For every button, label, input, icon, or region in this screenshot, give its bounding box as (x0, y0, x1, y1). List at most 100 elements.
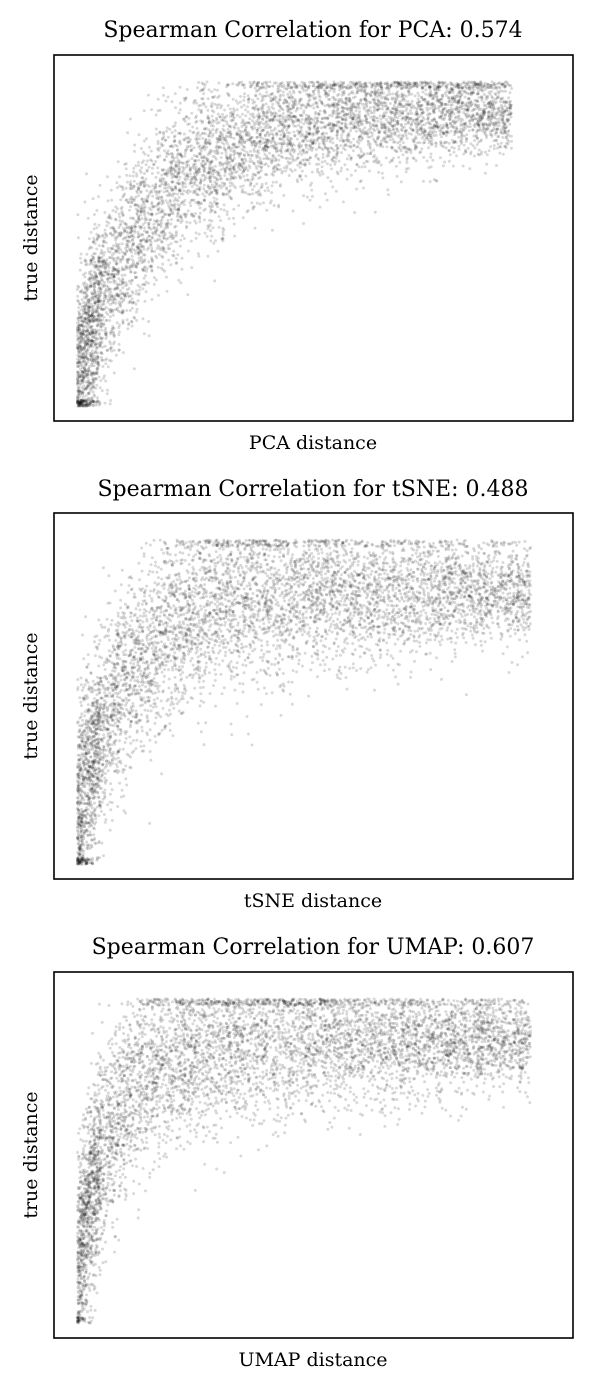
scatter-point (445, 109, 449, 113)
scatter-point (94, 386, 98, 390)
scatter-point (149, 158, 152, 162)
scatter-point (285, 166, 289, 170)
scatter-point (481, 112, 485, 116)
scatter-point (178, 139, 182, 143)
scatter-point (345, 168, 349, 171)
scatter-point (308, 132, 312, 136)
scatter-point (261, 94, 265, 98)
scatter-point (177, 164, 181, 168)
scatter-point (322, 140, 326, 144)
scatter-point (355, 162, 359, 166)
scatter-point (499, 89, 502, 93)
scatter-point (369, 115, 373, 119)
scatter-point (479, 107, 483, 111)
scatter-point (368, 122, 372, 126)
scatter-point (259, 160, 263, 164)
scatter-point (399, 128, 403, 132)
scatter-point (96, 363, 100, 367)
scatter-point (331, 185, 335, 189)
scatter-point (195, 134, 199, 138)
scatter-point (330, 129, 334, 133)
scatter-point (110, 198, 114, 202)
scatter-point (232, 177, 236, 180)
scatter-point (108, 302, 112, 306)
scatter-point (492, 139, 496, 143)
scatter-point (385, 135, 389, 139)
scatter-point (430, 138, 434, 142)
scatter-point (117, 212, 121, 216)
scatter-point (134, 289, 138, 293)
scatter-point (171, 125, 175, 129)
scatter-point (97, 313, 101, 317)
scatter-point (482, 127, 485, 131)
scatter-point (142, 332, 146, 336)
scatter-point (97, 195, 100, 199)
scatter-point (386, 126, 390, 130)
scatter-point (335, 136, 339, 140)
scatter-point (274, 131, 278, 135)
scatter-point (277, 203, 281, 207)
scatter-point (302, 222, 306, 225)
scatter-point (269, 96, 272, 100)
scatter-point (206, 254, 210, 258)
scatter-point (443, 106, 447, 110)
scatter-point (422, 141, 425, 145)
scatter-point (397, 93, 401, 97)
scatter-point (308, 198, 312, 202)
scatter-point (150, 298, 154, 301)
scatter-point (349, 141, 353, 144)
scatter-point (300, 117, 304, 121)
scatter-point (274, 142, 277, 146)
scatter-point (232, 136, 236, 140)
scatter-point (79, 256, 82, 260)
scatter-point (271, 180, 275, 184)
scatter-point (346, 136, 349, 140)
scatter-point (132, 315, 136, 319)
scatter-point (282, 101, 286, 105)
scatter-point (197, 81, 201, 84)
scatter-point (186, 293, 190, 297)
scatter-point (86, 385, 90, 389)
scatter-point (372, 111, 376, 115)
scatter-point (339, 144, 343, 148)
scatter-point (223, 169, 227, 173)
scatter-point (218, 163, 222, 167)
scatter-point (480, 150, 484, 154)
scatter-point (266, 186, 270, 190)
scatter-point (232, 207, 236, 211)
scatter-point (360, 165, 364, 169)
scatter-point (177, 182, 181, 186)
scatter-point (463, 122, 467, 126)
scatter-point (250, 153, 253, 157)
scatter-point (76, 213, 80, 217)
scatter-point (172, 249, 176, 253)
scatter-point (86, 358, 90, 362)
scatter-point (446, 96, 450, 100)
scatter-point (76, 365, 79, 369)
scatter-point (92, 281, 96, 285)
scatter-point (341, 101, 344, 105)
scatter-point (103, 232, 107, 235)
scatter-point (109, 280, 113, 284)
scatter-point (162, 135, 166, 139)
scatter-point (223, 119, 226, 123)
scatter-point (96, 396, 100, 400)
scatter-point (397, 103, 401, 106)
scatter-point (246, 153, 250, 157)
scatter-point (125, 242, 128, 246)
scatter-point (224, 168, 228, 172)
scatter-point (145, 236, 149, 240)
scatter-point (178, 108, 182, 112)
scatter-point (252, 205, 256, 209)
scatter-point (315, 162, 319, 166)
scatter-point (240, 83, 244, 87)
scatter-point (152, 276, 156, 280)
scatter-point (148, 206, 151, 210)
scatter-point (137, 194, 141, 198)
scatter-point (390, 84, 393, 88)
scatter-point (192, 154, 196, 157)
scatter-point (245, 178, 249, 182)
scatter-point (133, 222, 137, 226)
scatter-point (266, 130, 270, 134)
scatter-point (191, 131, 195, 135)
